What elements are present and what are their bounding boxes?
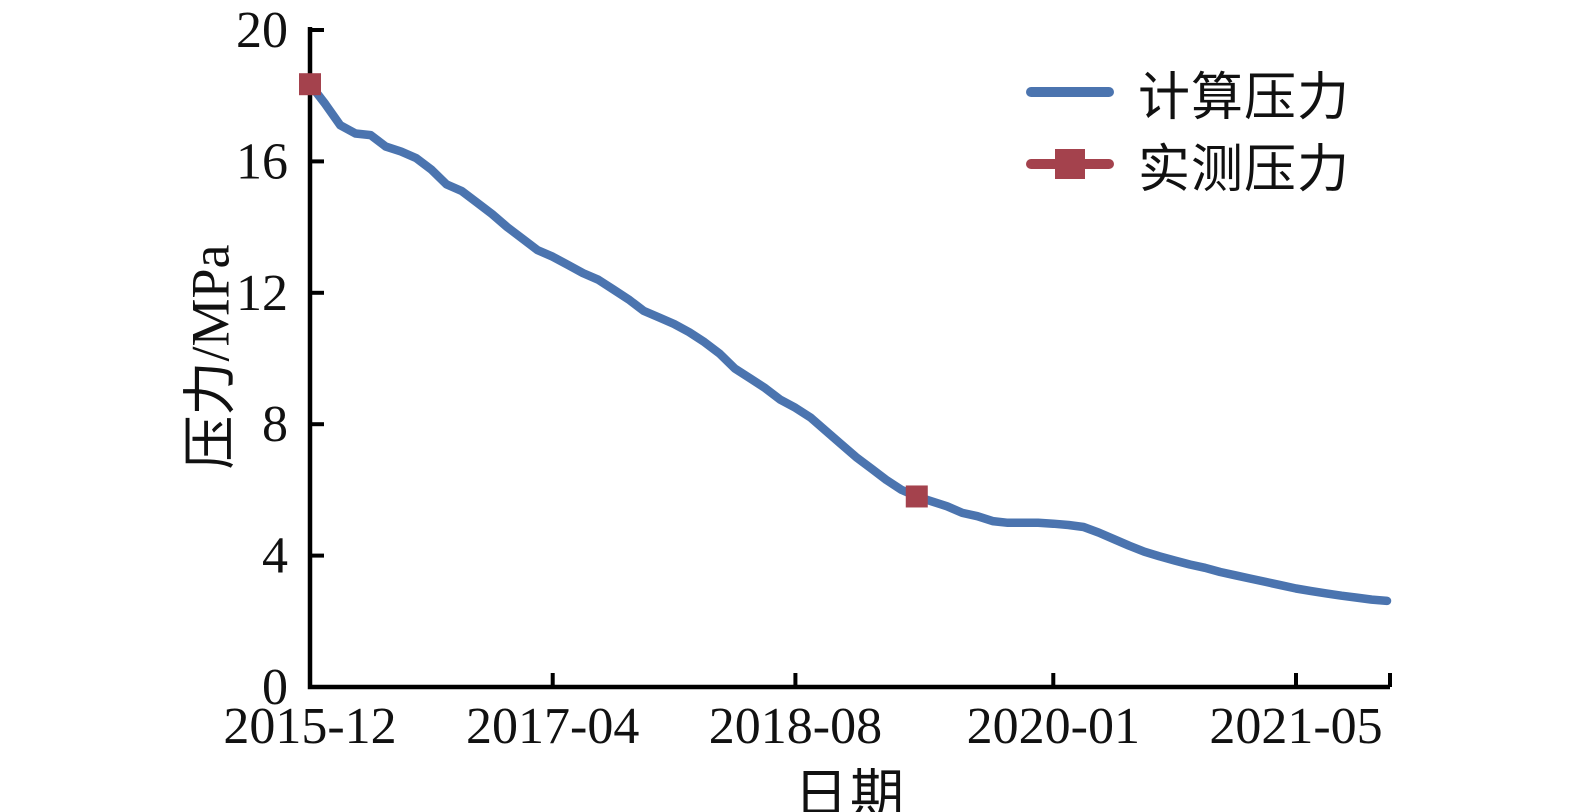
y-tick-label: 12 xyxy=(236,265,288,322)
y-tick-label: 20 xyxy=(236,2,288,59)
legend: 计算压力 实测压力 xyxy=(1026,60,1350,199)
measured-pressure-square-icon xyxy=(1055,149,1085,179)
y-tick-label: 0 xyxy=(262,659,288,716)
legend-item-calculated-pressure: 计算压力 xyxy=(1026,60,1350,127)
y-tick-label: 16 xyxy=(236,133,288,190)
measured-pressure-marker-swatch xyxy=(1026,149,1114,179)
measured-pressure-marker xyxy=(299,73,321,96)
y-axis-title: 压力/MPa xyxy=(180,244,241,470)
x-axis-title: 日期 xyxy=(794,765,906,812)
legend-label-measured: 实测压力 xyxy=(1138,141,1351,199)
x-tick-label: 2017-04 xyxy=(466,698,639,755)
y-tick-label: 8 xyxy=(262,396,288,453)
measured-pressure-marker xyxy=(905,485,928,508)
x-tick-label: 2020-01 xyxy=(967,698,1140,755)
legend-label-calculated: 计算压力 xyxy=(1138,69,1351,127)
calculated-pressure-line xyxy=(305,79,1392,606)
x-tick-label: 2015-12 xyxy=(223,698,396,755)
calculated-pressure-line-swatch xyxy=(1026,87,1114,97)
x-tick-label: 2018-08 xyxy=(709,698,882,755)
x-tick-label: 2021-05 xyxy=(1209,698,1382,755)
legend-item-measured-pressure: 实测压力 xyxy=(1026,132,1350,199)
axis-spine xyxy=(307,27,1390,690)
y-tick-label: 4 xyxy=(262,528,288,585)
